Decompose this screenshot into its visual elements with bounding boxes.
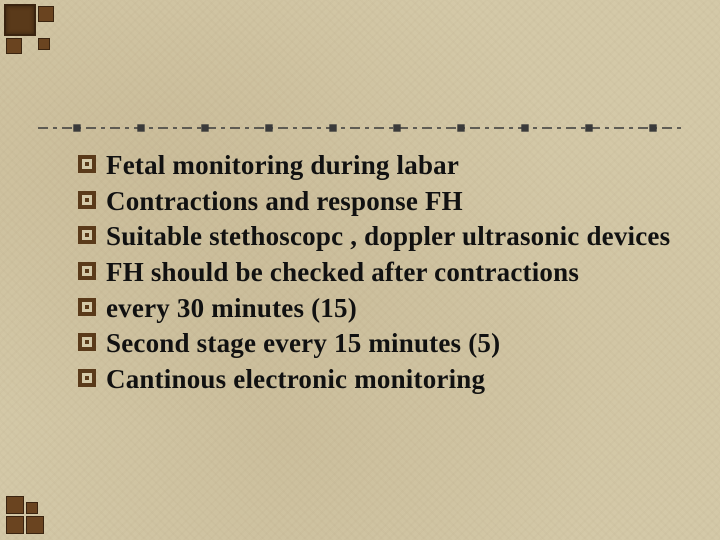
- square-bullet-icon: [78, 333, 96, 351]
- square-bullet-icon: [78, 369, 96, 387]
- list-item-text: Contractions and response FH: [106, 186, 463, 216]
- list-item: Second stage every 15 minutes (5): [78, 326, 672, 362]
- list-item: Contractions and response FH: [78, 184, 672, 220]
- corner-ornament-bottom-left: [6, 478, 46, 534]
- horizontal-divider: [38, 122, 682, 134]
- list-item: FH should be checked after contractions: [78, 255, 672, 291]
- list-item-text: Second stage every 15 minutes (5): [106, 328, 500, 358]
- square-bullet-icon: [78, 226, 96, 244]
- list-item-text: Cantinous electronic monitoring: [106, 364, 485, 394]
- square-bullet-icon: [78, 298, 96, 316]
- list-item: Suitable stethoscopc , doppler ultrasoni…: [78, 219, 672, 255]
- list-item-text: every 30 minutes (15): [106, 293, 357, 323]
- list-item: every 30 minutes (15): [78, 291, 672, 327]
- list-item: Fetal monitoring during labar: [78, 148, 672, 184]
- list-item-text: Suitable stethoscopc , doppler ultrasoni…: [106, 221, 670, 251]
- square-bullet-icon: [78, 262, 96, 280]
- list-item-text: FH should be checked after contractions: [106, 257, 579, 287]
- square-bullet-icon: [78, 191, 96, 209]
- list-item: Cantinous electronic monitoring: [78, 362, 672, 398]
- square-bullet-icon: [78, 155, 96, 173]
- bullet-list: Fetal monitoring during labar Contractio…: [78, 148, 672, 397]
- corner-ornament-top-left: [0, 0, 64, 64]
- list-item-text: Fetal monitoring during labar: [106, 150, 459, 180]
